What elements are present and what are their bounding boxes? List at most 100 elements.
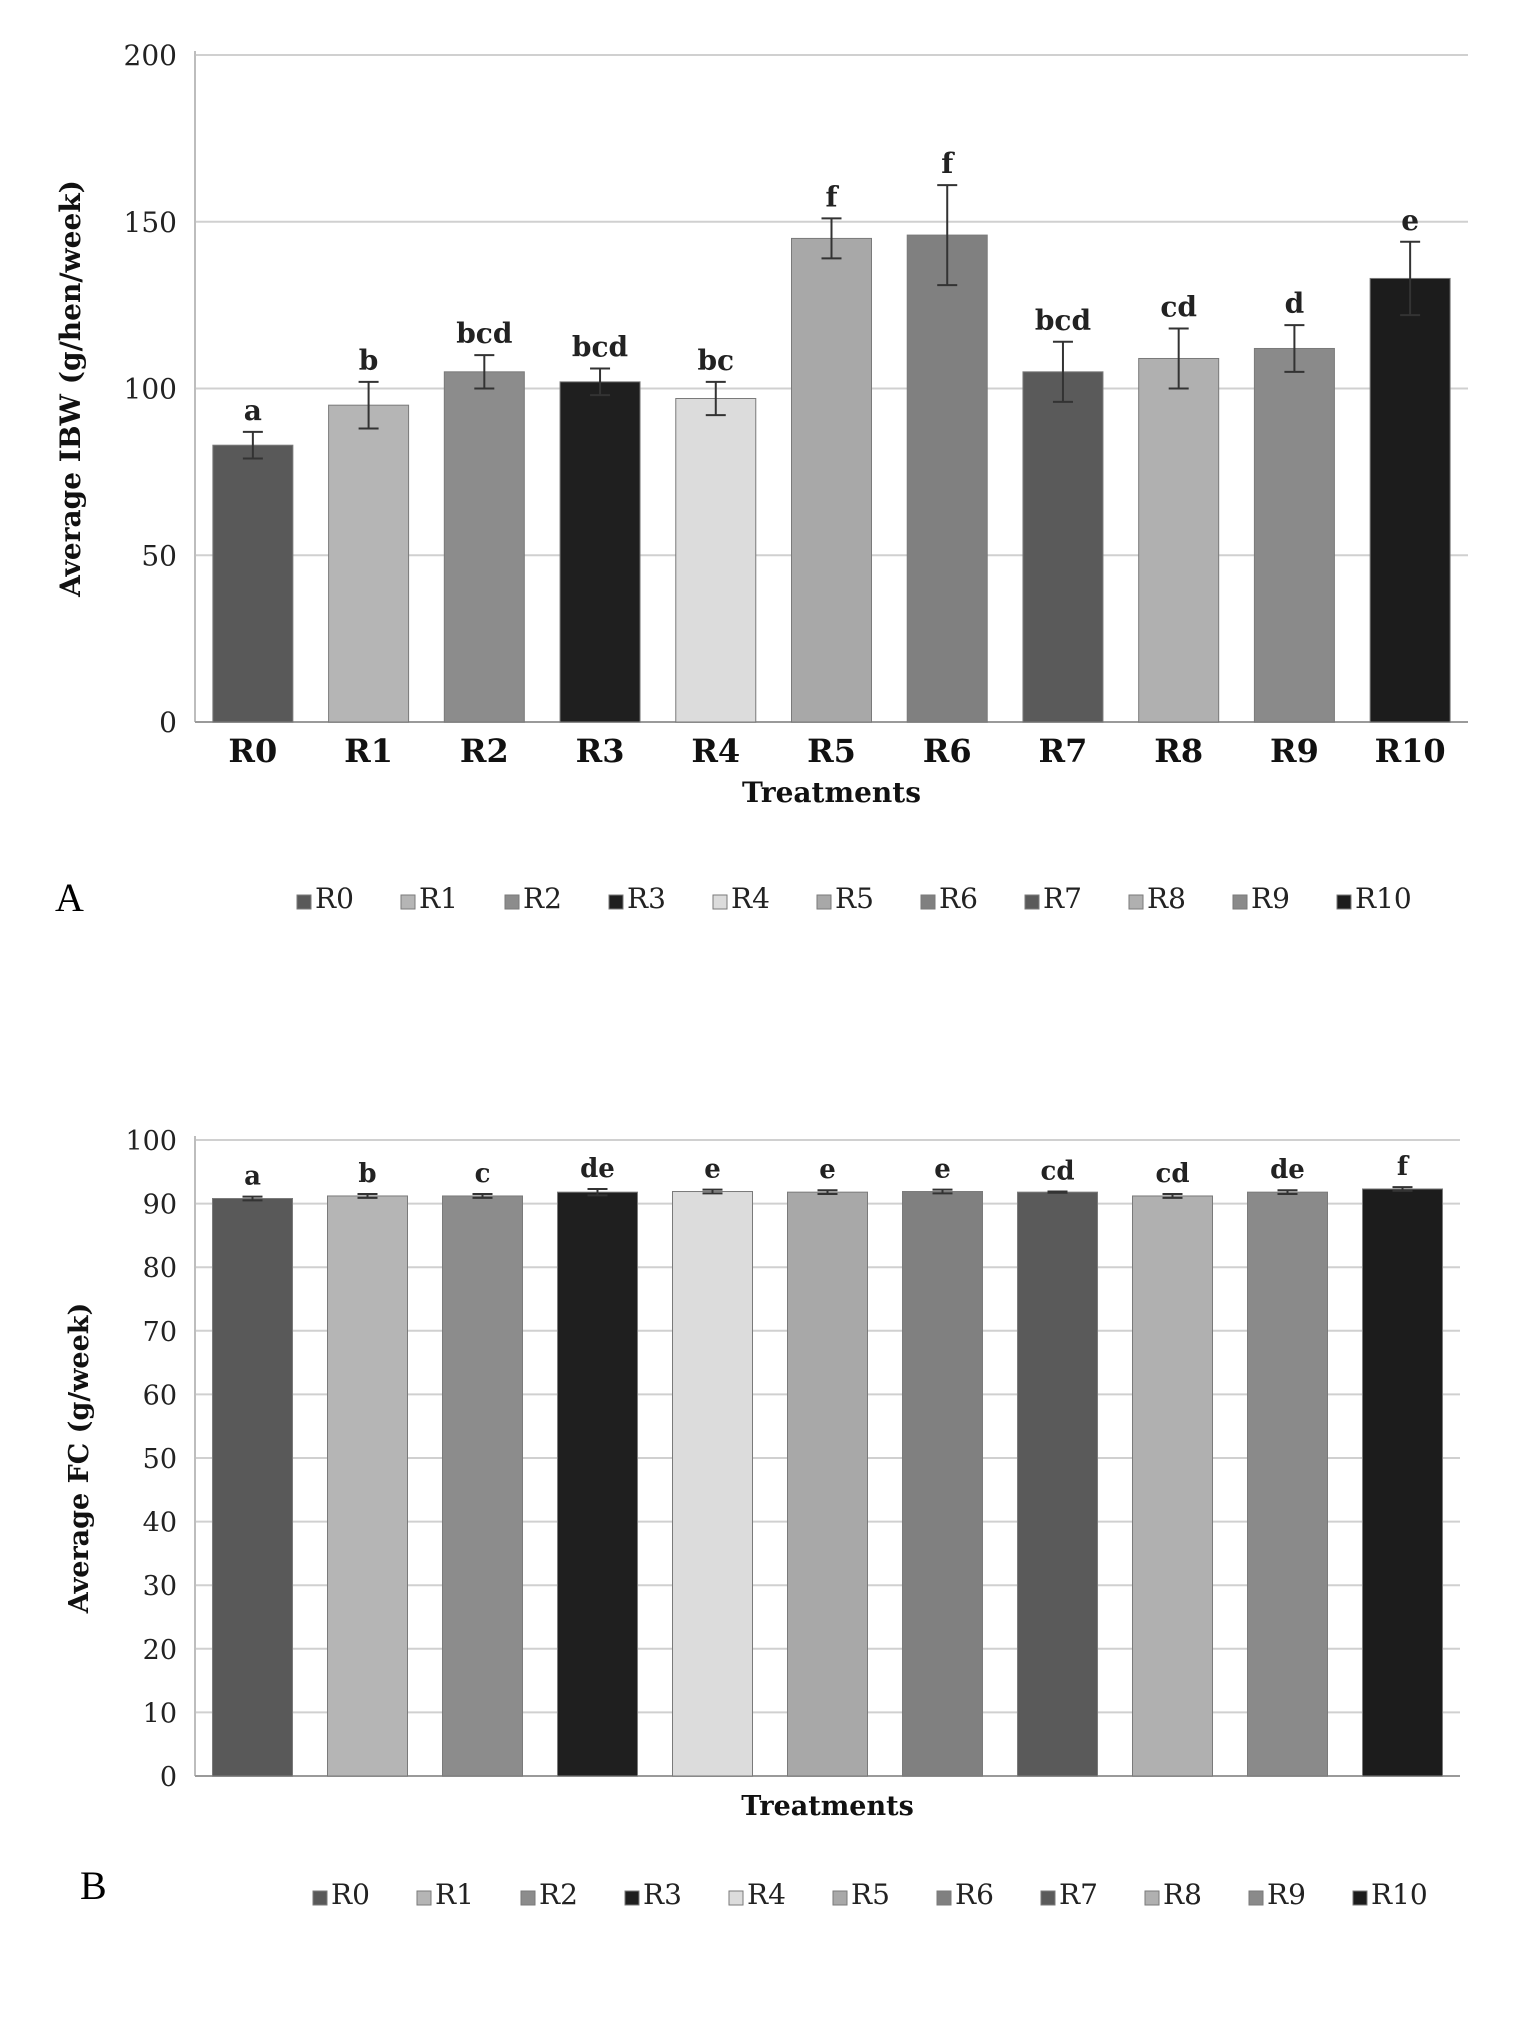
a-xtick-label: R10 — [1375, 732, 1446, 770]
a-legend-label: R0 — [315, 882, 354, 915]
b-bar-r1 — [327, 1195, 408, 1777]
a-legend-swatch — [816, 894, 832, 910]
b-bar-r10 — [1362, 1188, 1443, 1777]
b-legend-swatch — [728, 1890, 744, 1906]
b-legend-swatch — [1040, 1890, 1056, 1906]
b-legend-swatch — [832, 1890, 848, 1906]
b-ytick-label: 30 — [143, 1571, 177, 1602]
a-significance-label: b — [359, 344, 379, 377]
b-legend-swatch — [1352, 1890, 1368, 1906]
b-bar-r8 — [1132, 1195, 1213, 1777]
a-legend-label: R9 — [1251, 882, 1290, 915]
a-bar-r1 — [328, 404, 410, 723]
a-bar-r4 — [675, 398, 757, 723]
a-xtick-label: R6 — [923, 732, 972, 770]
b-bar-r2 — [442, 1195, 523, 1777]
b-ytick-label: 40 — [143, 1508, 177, 1539]
a-bar-r9 — [1253, 347, 1335, 723]
b-significance-label: e — [704, 1155, 721, 1185]
a-bar-r3 — [559, 381, 641, 723]
b-legend-swatch — [312, 1890, 328, 1906]
a-bar-r6 — [906, 234, 988, 723]
a-xtick-label: R5 — [807, 732, 856, 770]
b-legend-label: R3 — [643, 1878, 682, 1911]
b-significance-label: e — [934, 1155, 951, 1185]
b-bar-r4 — [672, 1191, 753, 1777]
b-significance-label: f — [1397, 1152, 1410, 1182]
b-ytick-label: 0 — [160, 1762, 177, 1793]
a-xtick-label: R9 — [1270, 732, 1319, 770]
a-legend-label: R10 — [1355, 882, 1412, 915]
b-significance-label: cd — [1155, 1159, 1189, 1189]
b-y-axis-title: Average FC (g/week) — [64, 1303, 95, 1615]
a-xtick-label: R0 — [228, 732, 277, 770]
b-bar-r3 — [557, 1191, 638, 1777]
b-bar-r6 — [902, 1191, 983, 1777]
a-xtick-label: R7 — [1039, 732, 1088, 770]
panel-b-letter: B — [80, 1863, 107, 1908]
b-bar-r0 — [212, 1198, 293, 1777]
b-legend-label: R8 — [1163, 1878, 1202, 1911]
panel-a-letter: A — [55, 875, 84, 920]
a-legend-label: R1 — [419, 882, 458, 915]
a-significance-label: cd — [1160, 290, 1197, 323]
b-legend-swatch — [416, 1890, 432, 1906]
b-significance-label: cd — [1040, 1157, 1074, 1187]
b-legend-label: R6 — [955, 1878, 994, 1911]
a-bar-r2 — [443, 371, 525, 723]
a-xtick-label: R2 — [460, 732, 509, 770]
b-legend-label: R5 — [851, 1878, 890, 1911]
a-bar-r0 — [212, 444, 294, 723]
b-x-axis-title: Treatments — [741, 1791, 914, 1822]
a-ytick-label: 200 — [124, 39, 177, 72]
a-bar-r5 — [791, 237, 872, 723]
a-legend-swatch — [1336, 894, 1352, 910]
a-x-axis-title: Treatments — [742, 776, 921, 809]
a-significance-label: bcd — [456, 317, 512, 350]
b-legend-label: R1 — [435, 1878, 474, 1911]
b-ytick-label: 50 — [143, 1444, 177, 1475]
a-bar-r8 — [1138, 357, 1220, 723]
b-legend-label: R10 — [1371, 1878, 1428, 1911]
b-legend-label: R2 — [539, 1878, 578, 1911]
a-legend-swatch — [1128, 894, 1144, 910]
b-ytick-label: 10 — [143, 1698, 177, 1729]
a-significance-label: f — [941, 147, 955, 180]
a-legend-label: R6 — [939, 882, 978, 915]
b-significance-label: de — [580, 1154, 615, 1184]
a-legend-label: R3 — [627, 882, 666, 915]
b-legend-label: R0 — [331, 1878, 370, 1911]
a-significance-label: d — [1285, 287, 1305, 320]
a-legend-swatch — [712, 894, 728, 910]
a-ytick-label: 0 — [159, 706, 177, 739]
b-ytick-label: 60 — [143, 1380, 177, 1411]
a-xtick-label: R8 — [1154, 732, 1203, 770]
a-legend-swatch — [1232, 894, 1248, 910]
chart-a: 0 50 100 150 200 a R0 b R1 bcd R2 bcd R3 bc R4 f R5 f R6 bc… — [54, 39, 1468, 915]
a-significance-label: f — [825, 180, 839, 213]
a-legend-swatch — [1024, 894, 1040, 910]
a-ytick-label: 150 — [124, 206, 177, 239]
b-legend-swatch — [1248, 1890, 1264, 1906]
b-legend-swatch — [624, 1890, 640, 1906]
a-significance-label: bc — [697, 344, 734, 377]
b-bar-r9 — [1247, 1191, 1328, 1777]
a-bar-r10 — [1369, 277, 1451, 723]
b-significance-label: a — [244, 1162, 261, 1192]
a-legend-swatch — [296, 894, 312, 910]
b-legend-swatch — [936, 1890, 952, 1906]
b-bar-r7 — [1017, 1191, 1098, 1777]
b-ytick-label: 20 — [143, 1635, 177, 1666]
a-xtick-label: R1 — [344, 732, 393, 770]
a-legend-swatch — [608, 894, 624, 910]
b-legend-swatch — [1144, 1890, 1160, 1906]
b-ytick-label: 90 — [143, 1190, 177, 1221]
a-significance-label: e — [1401, 204, 1419, 237]
a-significance-label: a — [244, 394, 262, 427]
b-significance-label: de — [1270, 1155, 1305, 1185]
b-legend-label: R9 — [1267, 1878, 1306, 1911]
a-legend-label: R2 — [523, 882, 562, 915]
a-legend-label: R7 — [1043, 882, 1082, 915]
a-ytick-label: 100 — [124, 373, 177, 406]
b-ytick-label: 80 — [143, 1253, 177, 1284]
